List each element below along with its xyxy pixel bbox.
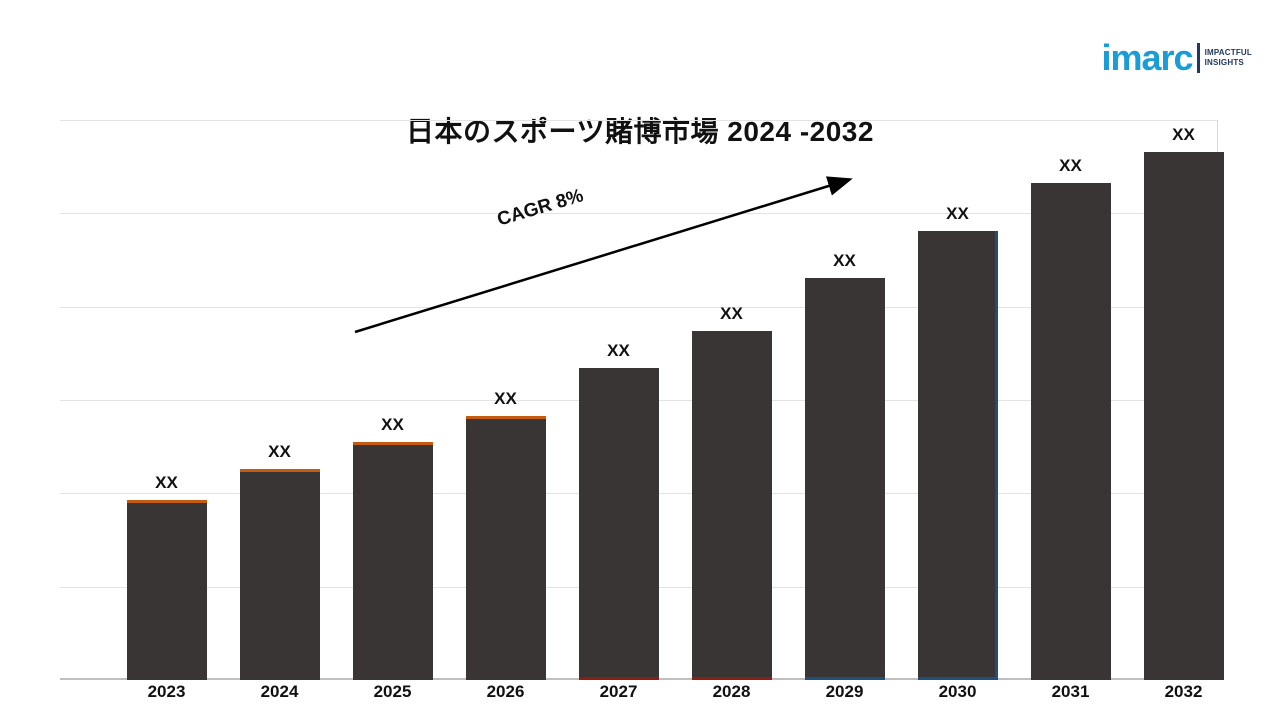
x-axis-labels: 2023 2024 2025 2026 2027 2028 2029 2030 2031 2032 bbox=[110, 682, 1240, 702]
bar-column-2032: XX bbox=[1127, 120, 1240, 680]
x-axis-label-2027: 2027 bbox=[599, 682, 638, 701]
x-axis-label-2023: 2023 bbox=[147, 682, 186, 701]
bar-2028 bbox=[691, 331, 772, 680]
bar-value-label: XX bbox=[494, 389, 517, 408]
bar-column-2023: XX bbox=[110, 120, 223, 680]
bar-2025 bbox=[352, 442, 433, 680]
logo-tagline-line2: INSIGHTS bbox=[1204, 58, 1244, 67]
bar-2027 bbox=[578, 368, 659, 680]
bar-column-2030: XX bbox=[901, 120, 1014, 680]
bar-column-2025: XX bbox=[336, 120, 449, 680]
x-axis-label-2026: 2026 bbox=[486, 682, 525, 701]
bar-value-label: XX bbox=[833, 251, 856, 270]
gridline bbox=[60, 120, 1217, 121]
bar-value-label: XX bbox=[1172, 125, 1195, 144]
bar-value-label: XX bbox=[720, 304, 743, 323]
x-axis-label-2024: 2024 bbox=[260, 682, 299, 701]
bar-2029 bbox=[804, 278, 885, 680]
bar-value-label: XX bbox=[268, 442, 291, 461]
bar-2023 bbox=[126, 500, 207, 680]
logo-divider bbox=[1196, 43, 1200, 73]
bar-value-label: XX bbox=[155, 473, 178, 492]
bar-series: XX XX XX XX XX XX XX XX XX XX bbox=[110, 120, 1240, 680]
bar-2030 bbox=[917, 231, 998, 680]
bar-column-2024: XX bbox=[223, 120, 336, 680]
bar-value-label: XX bbox=[381, 415, 404, 434]
bar-column-2026: XX bbox=[449, 120, 562, 680]
bar-value-label: XX bbox=[1059, 156, 1082, 175]
bar-value-label: XX bbox=[946, 204, 969, 223]
x-axis-label-2031: 2031 bbox=[1051, 682, 1090, 701]
bar-column-2029: XX bbox=[788, 120, 901, 680]
chart-title: 日本のスポーツ賭博市場 2024 -2032 bbox=[406, 116, 874, 147]
x-axis-label-2029: 2029 bbox=[825, 682, 864, 701]
bar-2026 bbox=[465, 416, 546, 680]
bar-2024 bbox=[239, 469, 320, 680]
x-axis-label-2032: 2032 bbox=[1164, 682, 1203, 701]
bar-2031 bbox=[1030, 183, 1111, 680]
logo-tagline-line1: IMPACTFUL bbox=[1204, 48, 1252, 57]
bar-value-label: XX bbox=[607, 341, 630, 360]
imarc-logo-wordmark: imarc bbox=[1101, 37, 1194, 78]
bar-column-2028: XX bbox=[675, 120, 788, 680]
bar-column-2031: XX bbox=[1014, 120, 1127, 680]
logo-tagline: IMPACTFUL INSIGHTS bbox=[1205, 48, 1252, 68]
x-axis-label-2030: 2030 bbox=[938, 682, 977, 701]
bar-2032 bbox=[1143, 152, 1224, 680]
x-axis-label-2028: 2028 bbox=[712, 682, 751, 701]
x-axis-label-2025: 2025 bbox=[373, 682, 412, 701]
bar-column-2027: XX bbox=[562, 120, 675, 680]
imarc-logo: imarc IMPACTFUL INSIGHTS bbox=[1102, 40, 1253, 76]
